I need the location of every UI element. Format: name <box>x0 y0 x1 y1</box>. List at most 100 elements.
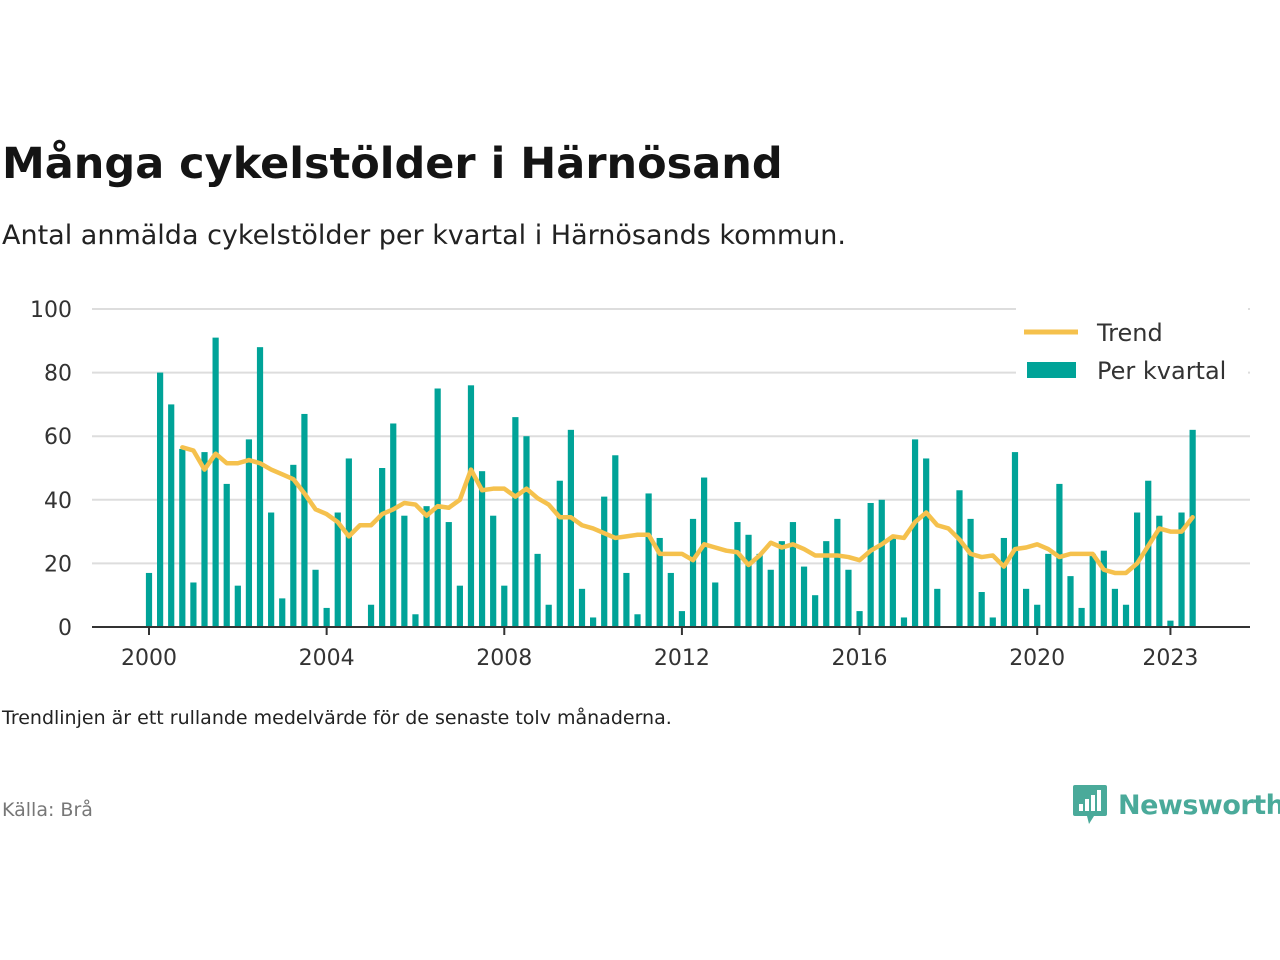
bar <box>390 423 397 627</box>
source-label: Källa: Brå <box>2 799 93 821</box>
x-tick-label: 2000 <box>121 646 177 671</box>
x-tick-label: 2016 <box>832 646 888 671</box>
bar <box>1000 537 1007 627</box>
bar <box>1111 588 1119 627</box>
bar <box>612 455 619 627</box>
bar <box>911 439 919 627</box>
x-axis-ticks: 2000 2004 2008 2012 2016 2020 2023 <box>121 627 1198 671</box>
bar <box>590 617 597 627</box>
bar <box>1034 604 1041 627</box>
bar <box>523 436 530 627</box>
bar <box>967 518 974 627</box>
newsworthy-logo[interactable]: Newsworthy <box>1072 784 1280 826</box>
bar <box>989 617 996 627</box>
bar <box>701 477 708 627</box>
bar <box>190 582 197 627</box>
bar <box>578 588 586 627</box>
bar <box>734 522 741 627</box>
bar <box>412 614 419 627</box>
x-tick-label: 2023 <box>1142 646 1198 671</box>
bar <box>490 515 497 627</box>
bar <box>179 448 186 627</box>
trend-series <box>180 445 1195 576</box>
bar <box>1167 620 1174 627</box>
bar <box>1011 452 1019 627</box>
bar <box>379 468 386 627</box>
bar <box>789 522 797 627</box>
bar <box>834 518 841 627</box>
bar <box>956 490 963 627</box>
legend-bar-swatch <box>1027 362 1076 378</box>
bar <box>1122 604 1130 627</box>
bar <box>212 337 219 627</box>
legend-trend-label: Trend <box>1096 319 1163 347</box>
bar <box>334 512 341 627</box>
y-tick-label: 40 <box>44 489 72 514</box>
bar <box>934 588 941 627</box>
bar <box>601 496 608 627</box>
y-tick-label: 80 <box>44 362 72 387</box>
bar <box>445 522 452 627</box>
bar <box>656 537 663 627</box>
bar <box>157 372 164 627</box>
chart-subtitle: Antal anmälda cykelstölder per kvartal i… <box>2 220 847 251</box>
legend-bar-label: Per kvartal <box>1097 357 1226 385</box>
y-tick-label: 60 <box>44 425 72 450</box>
bar <box>556 480 563 627</box>
bar <box>467 385 475 627</box>
bar <box>856 611 863 627</box>
bar <box>268 512 275 627</box>
bar <box>290 464 297 627</box>
bar <box>800 566 808 627</box>
bar <box>1067 576 1074 627</box>
bar <box>1178 512 1185 627</box>
chart-title: Många cykelstölder i Härnösand <box>2 139 783 189</box>
bar <box>1045 553 1052 627</box>
bar <box>545 604 552 627</box>
x-tick-label: 2004 <box>299 646 355 671</box>
bar <box>1078 607 1085 627</box>
bar <box>168 404 175 627</box>
x-tick-label: 2008 <box>476 646 532 671</box>
bar <box>634 614 641 627</box>
bar <box>689 518 697 627</box>
bar <box>534 553 541 627</box>
bar <box>301 413 308 627</box>
bar <box>256 347 264 627</box>
bar <box>712 582 719 627</box>
bar <box>456 585 463 627</box>
bar <box>667 572 674 627</box>
bar <box>845 569 852 627</box>
bar <box>567 429 574 627</box>
bar <box>423 506 430 627</box>
bar <box>223 483 230 627</box>
bar <box>623 572 630 627</box>
bar <box>878 499 885 627</box>
bar <box>478 471 486 627</box>
bar <box>245 439 253 627</box>
bar <box>1189 429 1196 627</box>
bar <box>889 537 896 627</box>
bar <box>501 585 508 627</box>
bar <box>1134 512 1141 627</box>
bar <box>234 585 241 627</box>
bar <box>323 607 330 627</box>
bar <box>756 553 763 627</box>
bar <box>367 604 375 627</box>
chart-note: Trendlinjen är ett rullande medelvärde f… <box>2 707 672 729</box>
bar <box>745 534 752 627</box>
bar <box>1089 553 1096 627</box>
y-axis-ticks: 0 20 40 60 80 100 <box>30 298 72 641</box>
bar <box>978 592 985 627</box>
bar <box>312 569 319 627</box>
y-tick-label: 100 <box>30 298 72 323</box>
x-tick-label: 2020 <box>1009 646 1065 671</box>
bar <box>645 493 652 627</box>
bar <box>201 452 208 627</box>
bar <box>900 617 908 627</box>
bar <box>1100 550 1107 627</box>
legend: Trend Per kvartal <box>1016 308 1248 392</box>
bar <box>401 515 408 627</box>
bar <box>345 458 352 627</box>
x-tick-label: 2012 <box>654 646 710 671</box>
